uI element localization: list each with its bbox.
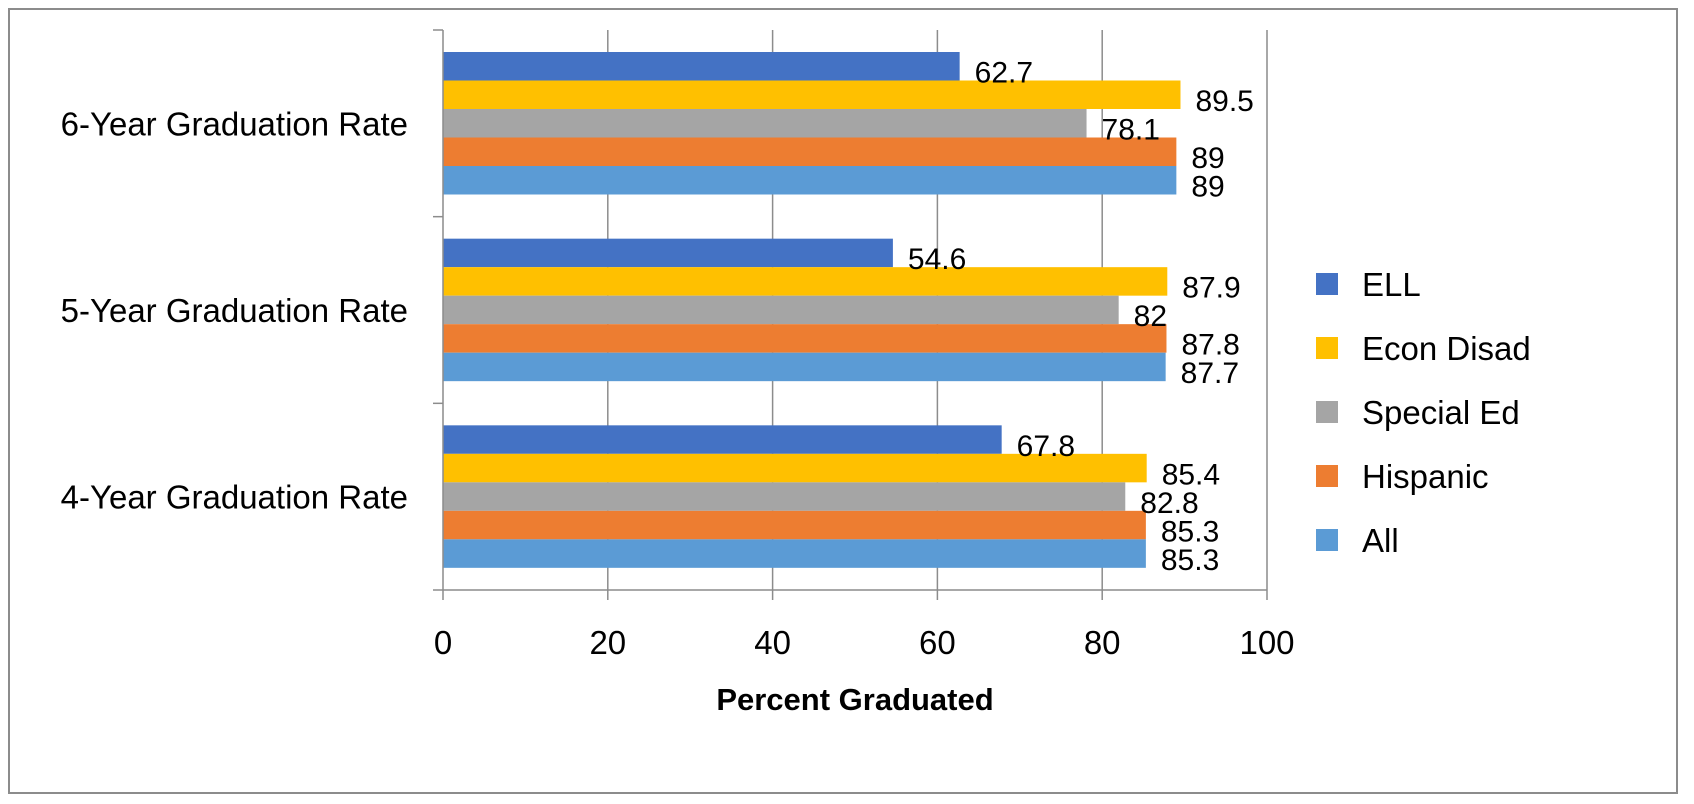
legend-swatch [1316, 337, 1338, 359]
data-label: 78.1 [1102, 114, 1160, 147]
bar-special-ed [443, 295, 1119, 325]
bar-econ-disad [443, 453, 1147, 483]
legend: ELL Econ Disad Special Ed Hispanic All [1316, 266, 1531, 559]
data-label: 87.9 [1182, 272, 1240, 305]
legend-label: Special Ed [1362, 394, 1520, 431]
bar-hispanic [443, 510, 1146, 540]
data-label: 54.6 [908, 243, 966, 276]
x-tick-label: 100 [1239, 624, 1294, 661]
legend-label: Hispanic [1362, 458, 1489, 495]
bar-hispanic [443, 324, 1167, 353]
data-label: 85.4 [1162, 458, 1220, 491]
data-label: 62.7 [975, 57, 1033, 90]
category-label: 5-Year Graduation Rate [61, 292, 408, 329]
legend-swatch [1316, 273, 1338, 295]
bar-special-ed [443, 109, 1087, 138]
legend-label: ELL [1362, 266, 1421, 303]
axes: 0 20 40 60 80 100 6-Year Graduation Rate 5-Year… [61, 29, 1295, 661]
data-label: 85.3 [1161, 515, 1219, 548]
bar-ell [443, 238, 893, 268]
legend-swatch [1316, 529, 1338, 551]
data-label: 87.7 [1181, 357, 1239, 390]
bars [443, 52, 1181, 568]
bar-all [443, 352, 1166, 382]
legend-swatch [1316, 401, 1338, 423]
x-tick-label: 0 [434, 624, 452, 661]
bar-hispanic [443, 137, 1177, 166]
data-label: 85.3 [1161, 544, 1219, 577]
legend-label: Econ Disad [1362, 330, 1531, 367]
bar-special-ed [443, 482, 1126, 511]
bar-ell [443, 425, 1002, 454]
data-label: 89 [1191, 171, 1224, 204]
data-label: 82 [1134, 300, 1167, 333]
data-label: 87.8 [1181, 329, 1239, 362]
x-tick-label: 60 [919, 624, 956, 661]
data-label: 89.5 [1195, 85, 1253, 118]
data-label: 89 [1191, 142, 1224, 175]
bar-ell [443, 52, 960, 81]
data-label: 67.8 [1017, 430, 1075, 463]
bar-econ-disad [443, 267, 1168, 296]
category-label: 6-Year Graduation Rate [61, 105, 408, 142]
x-tick-label: 20 [589, 624, 626, 661]
data-label: 82.8 [1140, 487, 1198, 520]
x-axis-title: Percent Graduated [716, 682, 993, 717]
bar-all [443, 166, 1177, 195]
legend-label: All [1362, 522, 1399, 559]
category-label: 4-Year Graduation Rate [61, 479, 408, 516]
x-tick-label: 80 [1084, 624, 1121, 661]
bar-econ-disad [443, 80, 1181, 109]
x-tick-label: 40 [754, 624, 791, 661]
bar-all [443, 539, 1146, 568]
legend-swatch [1316, 465, 1338, 487]
